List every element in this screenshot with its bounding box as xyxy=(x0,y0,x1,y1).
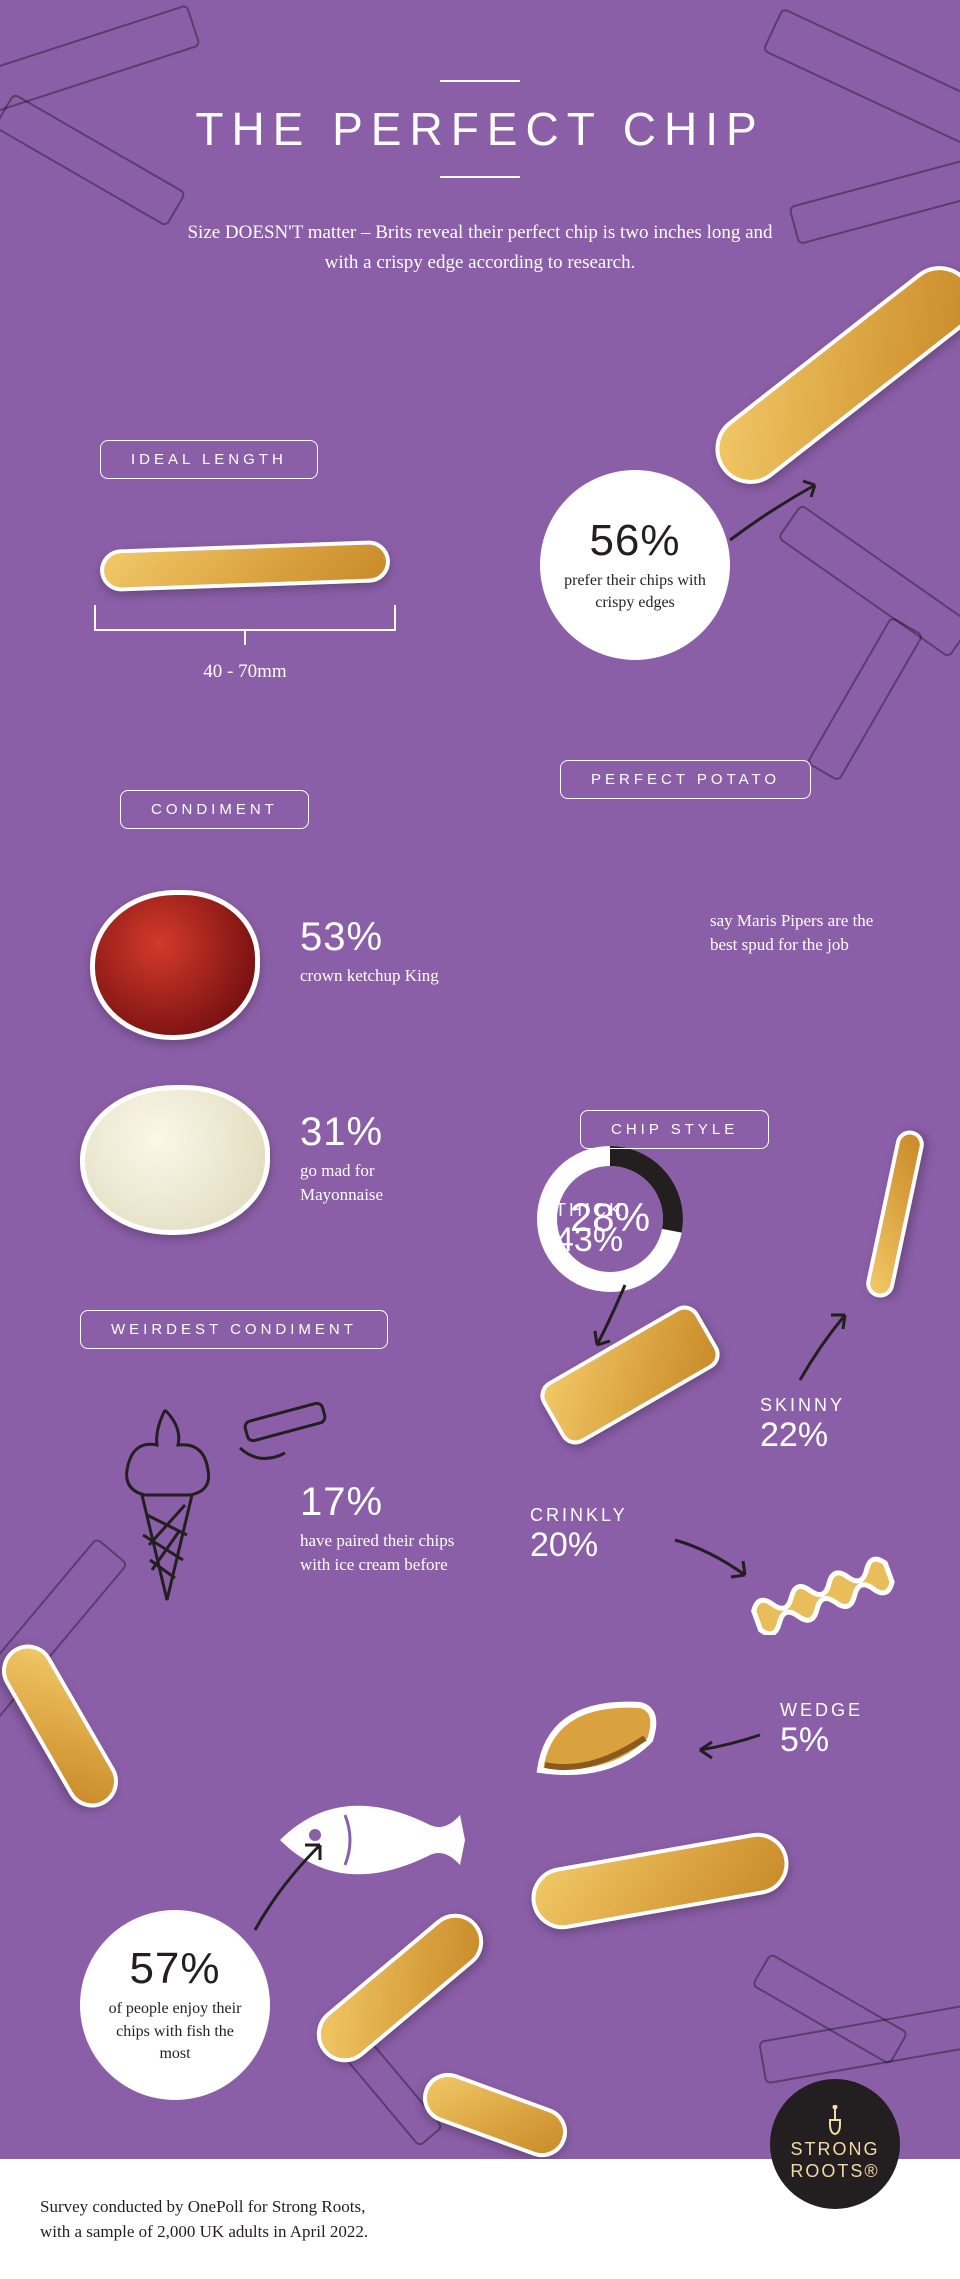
chip-dip-icon xyxy=(230,1400,340,1470)
mayo-desc: go mad for Mayonnaise xyxy=(300,1159,460,1207)
fish-circle: 57% of people enjoy their chips with fis… xyxy=(80,1910,270,2100)
style-thick-label: THICK xyxy=(555,1200,624,1221)
style-crinkly-label: CRINKLY xyxy=(530,1505,628,1526)
ketchup-pct: 53% xyxy=(300,915,439,960)
style-skinny-label: SKINNY xyxy=(760,1395,845,1416)
style-wedge-label: WEDGE xyxy=(780,1700,863,1721)
title-rule-bottom xyxy=(440,176,520,178)
ketchup-desc: crown ketchup King xyxy=(300,964,439,988)
title-rule-top xyxy=(440,80,520,82)
page-title: THE PERFECT CHIP xyxy=(0,102,960,156)
crispy-pct: 56% xyxy=(589,516,680,566)
style-thick-pct: 43% xyxy=(555,1221,624,1260)
crispy-circle: 56% prefer their chips with crispy edges xyxy=(540,470,730,660)
style-crinkly-pct: 20% xyxy=(530,1526,628,1565)
ideal-length-range: 40 - 70mm xyxy=(100,659,390,686)
footer-line1: Survey conducted by OnePoll for Strong R… xyxy=(40,2194,368,2220)
ice-cream-icon xyxy=(95,1395,235,1615)
chip-outline-deco xyxy=(806,616,924,782)
weirdest-desc: have paired their chips with ice cream b… xyxy=(300,1529,470,1577)
fish-desc: of people enjoy their chips with fish th… xyxy=(100,1998,250,2065)
bracket-icon xyxy=(90,605,400,655)
style-wedge-pct: 5% xyxy=(780,1721,863,1760)
arrow-icon xyxy=(790,1310,860,1390)
fish-pct: 57% xyxy=(129,1944,220,1994)
mayo-icon xyxy=(80,1085,270,1235)
style-skinny-pct: 22% xyxy=(760,1416,845,1455)
condiment-label: CONDIMENT xyxy=(120,790,309,829)
brand-line2: ROOTS® xyxy=(790,2161,879,2183)
chip-photo-large-topright xyxy=(701,252,960,498)
ketchup-icon xyxy=(90,890,260,1040)
ideal-length-label: IDEAL LENGTH xyxy=(100,440,318,479)
potato-desc: say Maris Pipers are the best spud for t… xyxy=(710,909,880,957)
chip-photo-skinny xyxy=(864,1128,927,1300)
subtitle: Size DOESN'T matter – Brits reveal their… xyxy=(180,218,780,279)
brand-badge: STRONG ROOTS® xyxy=(770,2079,900,2209)
chip-photo-wedge xyxy=(520,1680,680,1800)
perfect-potato-label: PERFECT POTATO xyxy=(560,760,811,799)
crispy-desc: prefer their chips with crispy edges xyxy=(560,570,710,615)
mayo-pct: 31% xyxy=(300,1110,460,1155)
arrow-icon xyxy=(240,1830,340,1940)
weirdest-label: WEIRDEST CONDIMENT xyxy=(80,1310,388,1349)
arrow-icon xyxy=(690,1720,770,1770)
arrow-icon xyxy=(720,470,840,560)
brand-line1: STRONG xyxy=(790,2139,879,2161)
chip-photo-deco xyxy=(0,1635,128,1817)
chip-photo-deco xyxy=(527,1828,794,1934)
chip-photo-ideal xyxy=(99,540,390,592)
chip-photo-crinkly xyxy=(740,1535,940,1635)
chip-style-label: CHIP STYLE xyxy=(580,1110,769,1149)
footer-line2: with a sample of 2,000 UK adults in Apri… xyxy=(40,2219,368,2245)
weirdest-pct: 17% xyxy=(300,1480,470,1525)
chip-photo-deco xyxy=(416,2066,574,2164)
